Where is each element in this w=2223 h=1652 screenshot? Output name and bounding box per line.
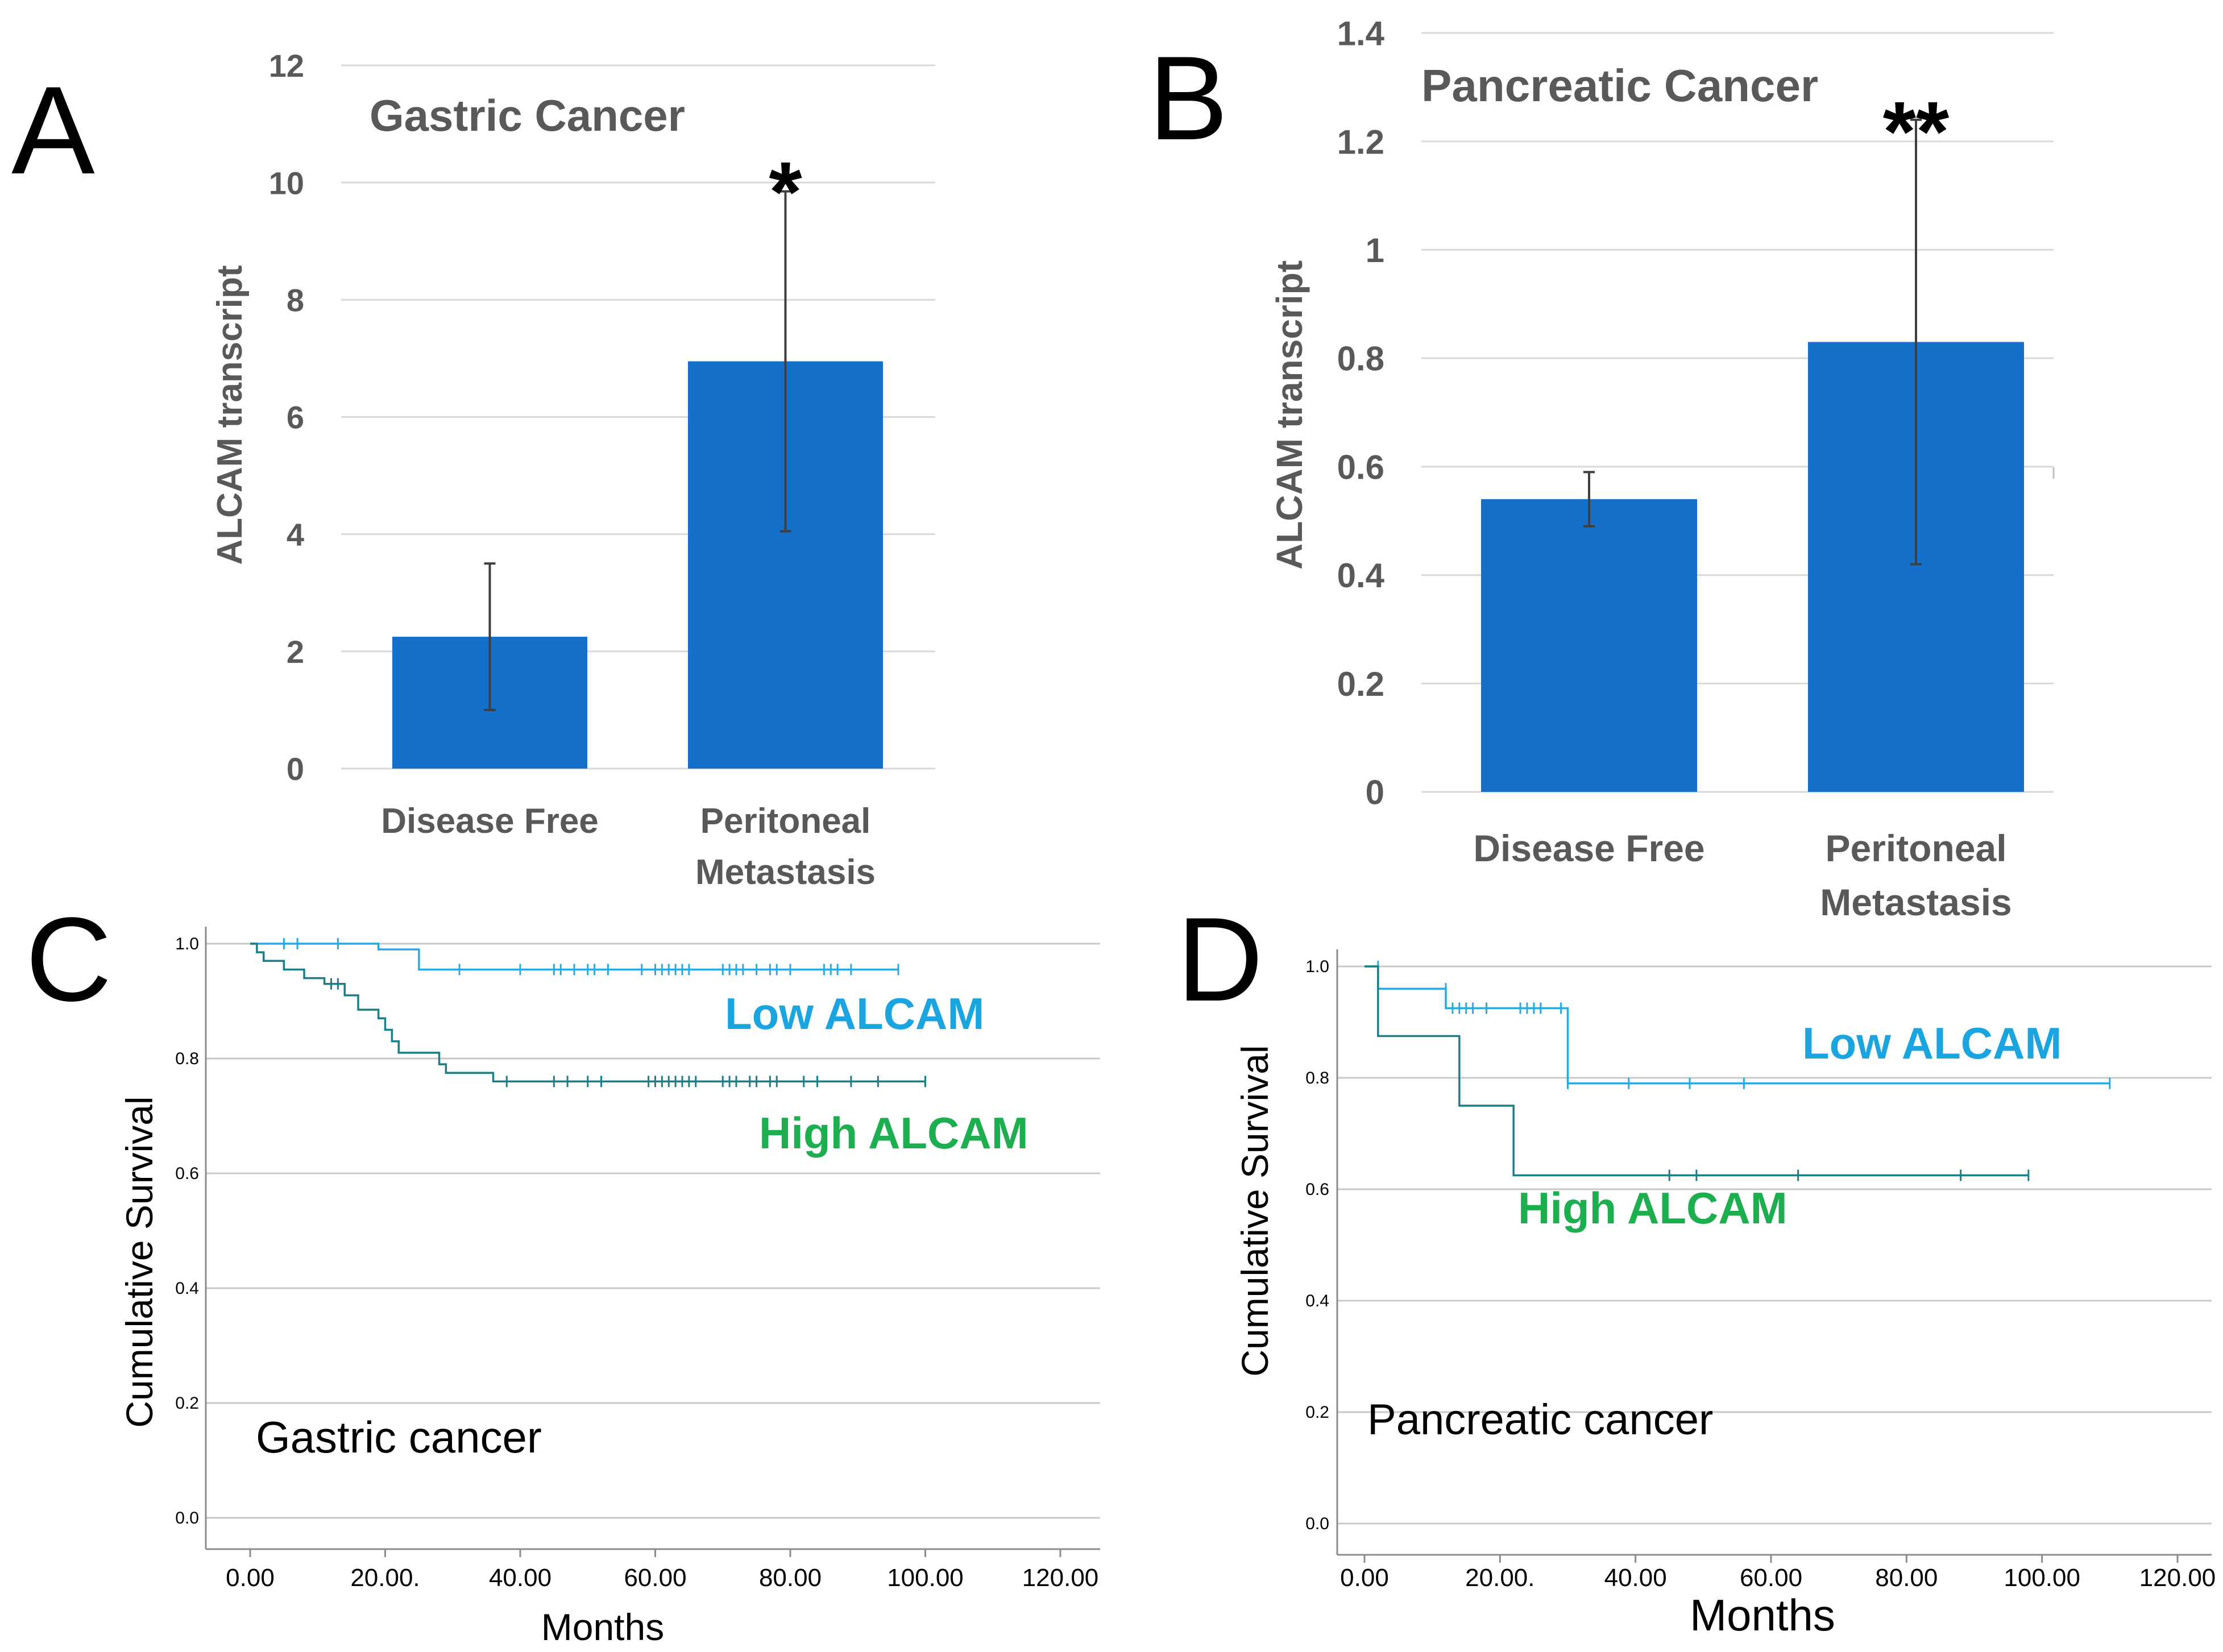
significance-marker: ** — [1883, 84, 1950, 179]
y-tick-labels: 0.0 0.2 0.4 0.6 0.8 1.0 — [1305, 957, 1329, 1533]
y-tick-label: 0 — [1366, 774, 1384, 812]
y-tick-label: 0.8 — [1305, 1069, 1329, 1088]
y-tick-label: 0 — [287, 751, 304, 787]
x-tick-label: 0.00 — [226, 1564, 275, 1592]
survival-curve-high-alcam — [250, 943, 926, 1083]
y-tick-label: 0.8 — [1337, 340, 1384, 378]
error-bars — [484, 190, 791, 711]
y-axis-label: ALCAM transcript — [210, 265, 250, 564]
x-tick-label: 20.00. — [1465, 1564, 1534, 1592]
survival-curve-high-alcam — [1365, 965, 2029, 1177]
x-tick-label: 120.00 — [2139, 1564, 2216, 1592]
error-bars — [1583, 118, 1922, 566]
panel-letter-d: D — [1177, 893, 1263, 1026]
y-tick-label: 0.0 — [1305, 1514, 1329, 1533]
y-tick-label: 12 — [269, 48, 304, 84]
x-tick-label: 120.00 — [1022, 1564, 1099, 1592]
x-category-label: Metastasis — [1820, 881, 2012, 923]
y-tick-label: 0.2 — [1337, 665, 1384, 703]
y-tick-label: 1.0 — [1305, 957, 1329, 976]
x-tick-label: 80.00 — [759, 1564, 822, 1592]
panel-letter-c: C — [26, 893, 112, 1026]
y-axis-label: Cumulative Survival — [118, 1096, 160, 1427]
y-tick-label: 0.6 — [1305, 1180, 1329, 1199]
panel-b: B 0 0.2 0.4 0.6 0.8 1 1.2 1.4 ** Disease Free Pe… — [1148, 15, 2055, 923]
panel-letter-a: A — [11, 60, 95, 200]
y-tick-label: 0.0 — [175, 1509, 199, 1528]
significance-markers: * — [769, 144, 802, 239]
x-axis-label: Months — [541, 1606, 664, 1648]
x-category-labels: Disease Free Peritoneal Metastasis — [1473, 827, 2012, 923]
x-category-label: Peritoneal — [700, 802, 871, 841]
survival-curve-low-alcam — [250, 943, 898, 971]
survival-curves — [250, 938, 926, 1088]
series-label-high-alcam: High ALCAM — [1518, 1183, 1787, 1233]
x-category-label: Metastasis — [695, 853, 876, 892]
y-axis-label: ALCAM transcript — [1269, 260, 1310, 570]
x-category-label: Disease Free — [1473, 827, 1704, 869]
gridlines — [206, 943, 1100, 1519]
x-category-labels: Disease Free Peritoneal Metastasis — [381, 802, 876, 892]
y-tick-label: 1.0 — [175, 935, 199, 953]
x-category-label: Disease Free — [381, 802, 599, 841]
y-tick-label: 8 — [287, 282, 304, 318]
y-tick-label: 2 — [287, 634, 304, 670]
x-axis-label: Months — [1690, 1590, 1835, 1640]
y-tick-label: 1.4 — [1337, 15, 1385, 53]
y-tick-label: 0.2 — [1305, 1403, 1329, 1422]
y-tick-label: 0.6 — [1337, 448, 1384, 486]
y-tick-label: 0.2 — [175, 1394, 199, 1413]
gridlines — [1337, 965, 2212, 1525]
x-tick-label: 80.00 — [1875, 1564, 1938, 1592]
x-tick-label: 0.00 — [1340, 1564, 1389, 1592]
series-label-low-alcam: Low ALCAM — [725, 989, 984, 1039]
axes — [1336, 949, 2212, 1556]
x-tick-label: 100.00 — [887, 1564, 964, 1592]
y-tick-label: 0.4 — [1337, 557, 1385, 595]
y-axis-label: Cumulative Survival — [1234, 1045, 1276, 1376]
axes — [205, 927, 1100, 1550]
bar-disease-free — [1481, 499, 1697, 792]
chart-title: Pancreatic Cancer — [1421, 60, 1818, 111]
y-tick-label: 0.6 — [175, 1164, 199, 1183]
y-tick-label: 0.8 — [175, 1049, 199, 1068]
x-tick-labels: 0.00 20.00. 40.00 60.00 80.00 100.00 120.00 — [1340, 1555, 2216, 1592]
x-tick-label: 60.00 — [1740, 1564, 1802, 1592]
x-tick-label: 20.00. — [350, 1564, 420, 1592]
x-category-label: Peritoneal — [1825, 827, 2006, 869]
y-tick-label: 1 — [1366, 231, 1384, 269]
y-tick-label: 10 — [269, 165, 304, 201]
y-tick-labels: 0.0 0.2 0.4 0.6 0.8 1.0 — [175, 935, 199, 1528]
bars — [392, 361, 883, 769]
y-tick-label: 6 — [287, 400, 304, 435]
significance-marker: * — [769, 144, 802, 239]
panel-c: C 0.0 0.2 0.4 0.6 0.8 1.0 0.00 20.00. 40.00 60.0… — [26, 893, 1100, 1648]
y-tick-label: 0.4 — [175, 1279, 199, 1298]
series-label-high-alcam: High ALCAM — [759, 1108, 1028, 1158]
y-tick-label: 0.4 — [1305, 1292, 1329, 1310]
panel-letter-b: B — [1148, 31, 1228, 165]
y-tick-label: 4 — [287, 517, 304, 553]
y-tick-labels: 0 2 4 6 8 10 12 — [269, 48, 304, 787]
bars — [1481, 342, 2024, 792]
significance-markers: ** — [1883, 84, 1950, 179]
x-tick-label: 40.00 — [1604, 1564, 1667, 1592]
series-label-low-alcam: Low ALCAM — [1802, 1018, 2062, 1068]
y-tick-labels: 0 0.2 0.4 0.6 0.8 1 1.2 1.4 — [1337, 15, 1385, 812]
x-tick-label: 100.00 — [2004, 1564, 2080, 1592]
x-tick-label: 40.00 — [489, 1564, 551, 1592]
x-tick-labels: 0.00 20.00. 40.00 60.00 80.00 100.00 120.00 — [226, 1549, 1098, 1592]
x-tick-label: 60.00 — [624, 1564, 686, 1592]
survival-curves — [1365, 961, 2111, 1181]
y-tick-label: 1.2 — [1337, 123, 1384, 161]
chart-title: Pancreatic cancer — [1367, 1396, 1713, 1444]
panel-a: A 0 2 4 6 8 10 12 * Disease Free Peritoneal Meta… — [11, 48, 935, 892]
panel-d: D 0.0 0.2 0.4 0.6 0.8 1.0 0.00 20.00. 40.00 60.0… — [1177, 893, 2216, 1640]
chart-title: Gastric cancer — [256, 1412, 542, 1462]
chart-title: Gastric Cancer — [370, 90, 685, 140]
